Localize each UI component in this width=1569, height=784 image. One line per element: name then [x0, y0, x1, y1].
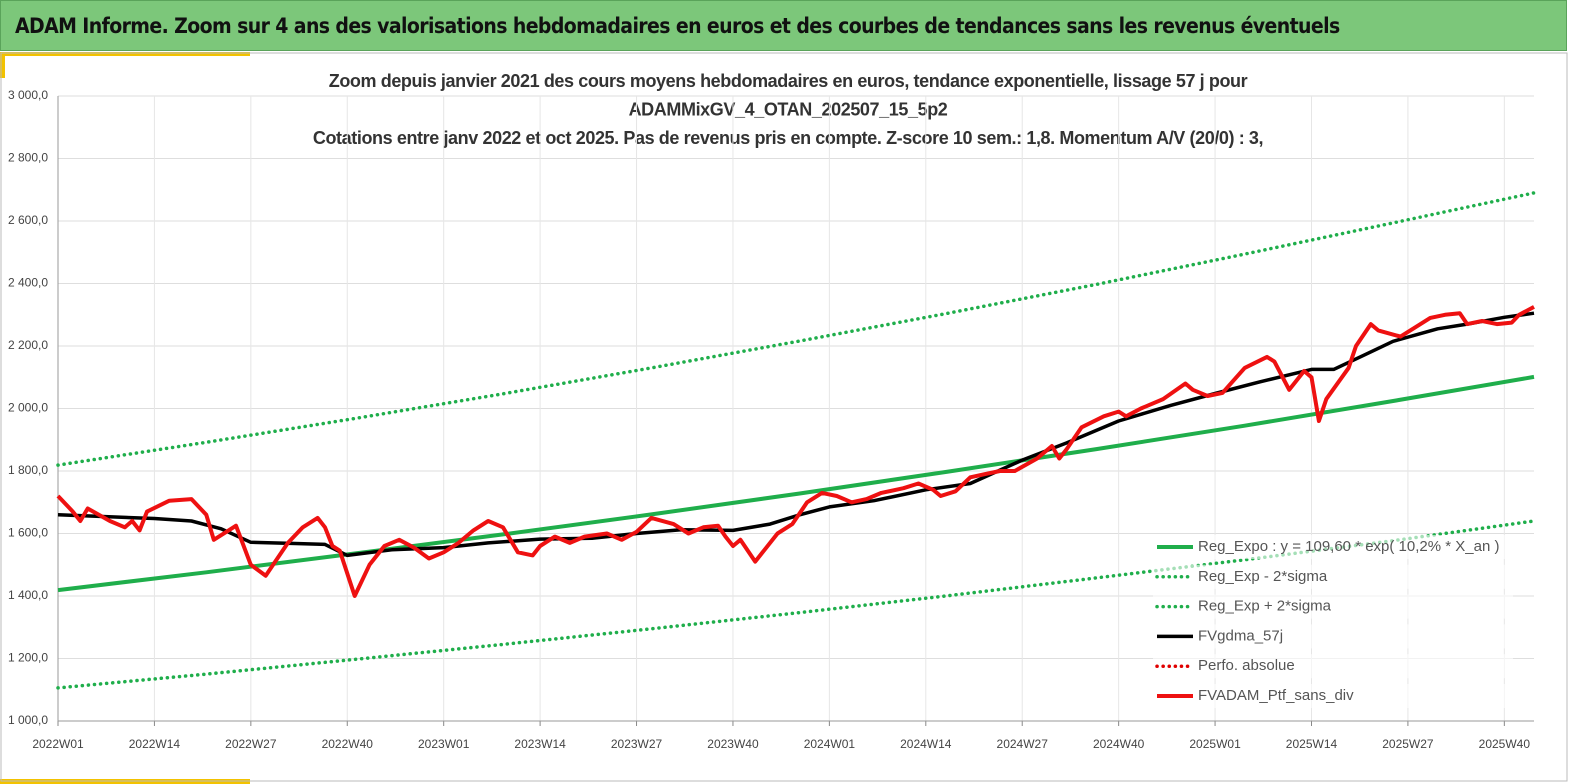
frame — [0, 52, 1568, 782]
x-tick-label: 2023W27 — [611, 737, 663, 751]
y-tick-label: 2 600,0 — [8, 213, 48, 227]
series-line — [57, 374, 1535, 593]
x-tick-label: 2024W01 — [804, 737, 856, 751]
y-tick-label: 1 600,0 — [8, 526, 48, 540]
x-tick-label: 2023W14 — [514, 737, 566, 751]
header: ADAM Informe. Zoom sur 4 ans des valoris… — [0, 0, 1567, 51]
y-tick-label: 1 400,0 — [8, 588, 48, 602]
header-title: ADAM Informe. Zoom sur 4 ans des valoris… — [15, 14, 1340, 38]
series-line — [57, 311, 1535, 558]
legend-bg — [1153, 684, 1513, 708]
legend-bg — [1153, 624, 1513, 649]
accent — [0, 52, 5, 78]
y-tick-label: 2 200,0 — [8, 338, 48, 352]
y-tick-label: 2 000,0 — [8, 401, 48, 415]
x-tick-label: 2022W27 — [225, 737, 277, 751]
y-tick-label: 1 000,0 — [8, 713, 48, 727]
x-tick-label: 2025W40 — [1479, 737, 1531, 751]
chart-title: Cotations entre janv 2022 et oct 2025. P… — [313, 128, 1263, 148]
x-tick-label: 2024W40 — [1093, 737, 1145, 751]
legend-bg — [1153, 654, 1513, 679]
legend-label: Reg_Exp - 2*sigma — [1198, 568, 1328, 585]
legend-label: Perfo. absolue — [1198, 657, 1295, 674]
accent — [0, 52, 250, 56]
y-tick-label: 2 400,0 — [8, 276, 48, 290]
series-line — [56, 305, 1535, 598]
x-tick-label: 2025W01 — [1189, 737, 1241, 751]
chart-title: Zoom depuis janvier 2021 des cours moyen… — [329, 71, 1248, 91]
y-tick-label: 1 800,0 — [8, 463, 48, 477]
x-tick-label: 2025W14 — [1286, 737, 1338, 751]
series-line — [56, 191, 1536, 467]
x-tick-label: 2022W01 — [32, 737, 84, 751]
chart-title: ADAMMixGV_4_OTAN_202507_15_5p2 — [629, 99, 948, 119]
legend-bg — [1153, 535, 1513, 559]
x-tick-label: 2023W01 — [418, 737, 470, 751]
legend-bg — [1153, 564, 1513, 589]
legend-label: Reg_Exp + 2*sigma — [1198, 598, 1332, 615]
y-tick-label: 3 000,0 — [8, 88, 48, 102]
chart: Zoom depuis janvier 2021 des cours moyen… — [0, 52, 1568, 784]
legend-bg — [1153, 594, 1513, 619]
legend-label: FVgdma_57j — [1198, 627, 1283, 644]
x-tick-label: 2023W40 — [707, 737, 759, 751]
x-tick-label: 2024W27 — [997, 737, 1049, 751]
x-tick-label: 2022W40 — [322, 737, 374, 751]
y-tick-label: 2 800,0 — [8, 151, 48, 165]
y-tick-label: 1 200,0 — [8, 651, 48, 665]
legend-label: Reg_Expo : y = 109,60 * exp( 10,2% * X_a… — [1198, 538, 1499, 555]
x-tick-label: 2024W14 — [900, 737, 952, 751]
legend-label: FVADAM_Ptf_sans_div — [1198, 687, 1354, 704]
x-tick-label: 2022W14 — [129, 737, 181, 751]
x-tick-label: 2025W27 — [1382, 737, 1434, 751]
